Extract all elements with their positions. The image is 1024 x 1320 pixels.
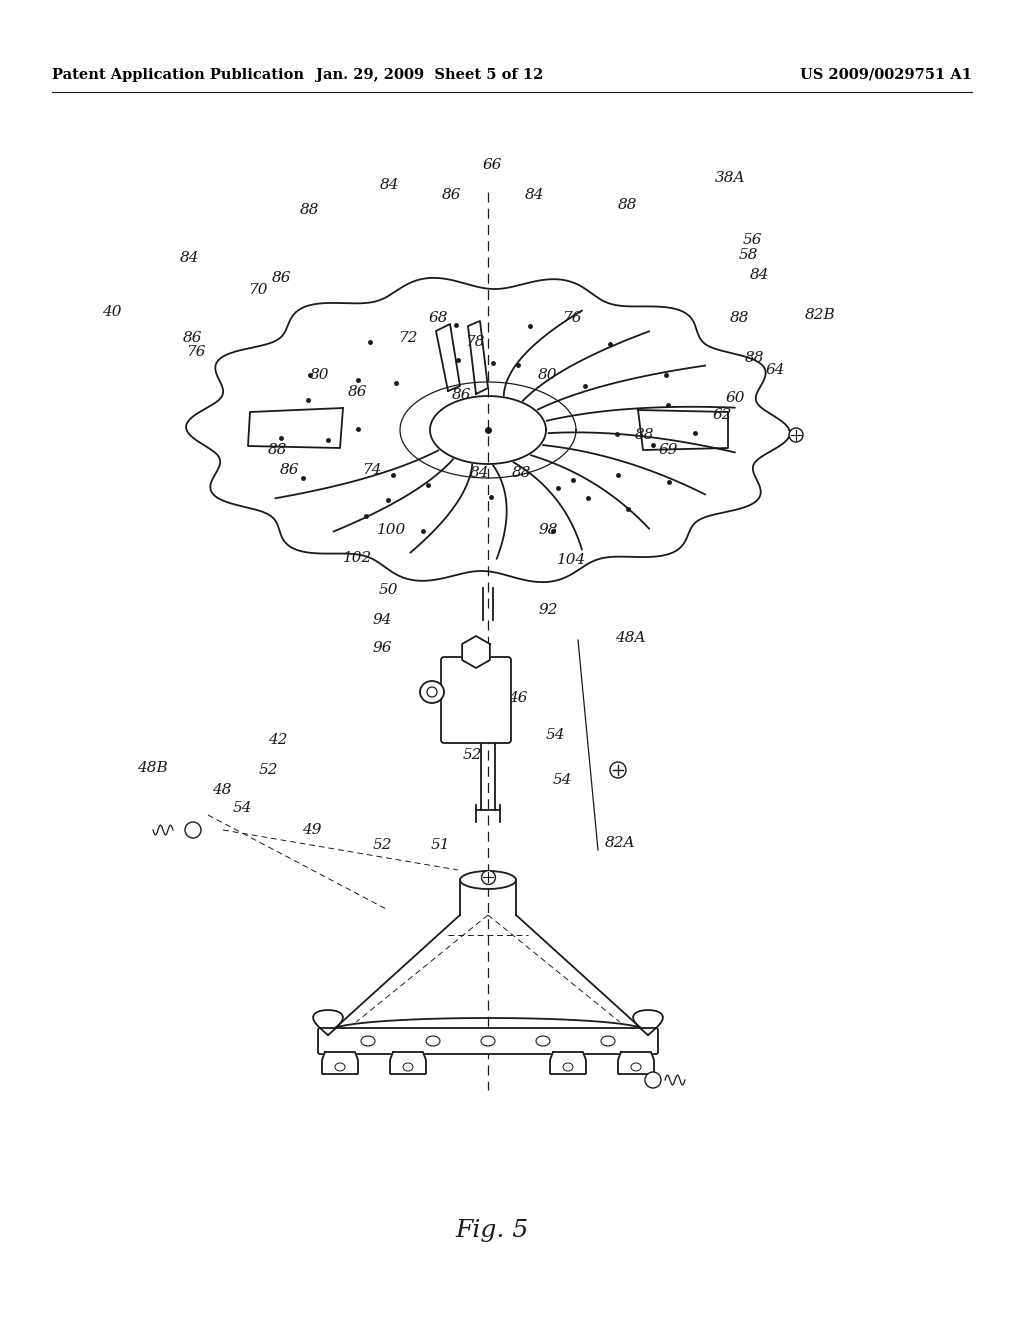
Text: 54: 54 — [552, 774, 571, 787]
Text: 84: 84 — [470, 466, 489, 480]
FancyBboxPatch shape — [318, 1028, 658, 1053]
Ellipse shape — [631, 1063, 641, 1071]
Text: 88: 88 — [635, 428, 654, 442]
Text: 76: 76 — [186, 345, 206, 359]
Text: 58: 58 — [738, 248, 758, 261]
Text: 49: 49 — [302, 822, 322, 837]
Text: 60: 60 — [725, 391, 744, 405]
Polygon shape — [390, 1052, 426, 1074]
Ellipse shape — [335, 1063, 345, 1071]
Text: 82B: 82B — [805, 308, 836, 322]
Ellipse shape — [420, 681, 444, 704]
Text: 88: 88 — [512, 466, 531, 480]
Text: 78: 78 — [465, 335, 484, 348]
Text: 48B: 48B — [136, 762, 167, 775]
Text: 86: 86 — [272, 271, 292, 285]
Ellipse shape — [185, 822, 201, 838]
Text: Patent Application Publication: Patent Application Publication — [52, 69, 304, 82]
Ellipse shape — [460, 871, 516, 888]
Text: 80: 80 — [539, 368, 558, 381]
Polygon shape — [618, 1052, 654, 1074]
Text: 76: 76 — [562, 312, 582, 325]
FancyBboxPatch shape — [441, 657, 511, 743]
Text: 98: 98 — [539, 523, 558, 537]
Text: 64: 64 — [765, 363, 784, 378]
Text: 54: 54 — [232, 801, 252, 814]
Polygon shape — [550, 1052, 586, 1074]
Text: 52: 52 — [462, 748, 481, 762]
Ellipse shape — [361, 1036, 375, 1045]
Text: 86: 86 — [281, 463, 300, 477]
Text: 68: 68 — [428, 312, 447, 325]
Text: 96: 96 — [373, 642, 392, 655]
Ellipse shape — [645, 1072, 662, 1088]
Ellipse shape — [601, 1036, 615, 1045]
Text: 84: 84 — [751, 268, 770, 282]
Text: 92: 92 — [539, 603, 558, 616]
Ellipse shape — [536, 1036, 550, 1045]
Text: 84: 84 — [525, 187, 545, 202]
Text: US 2009/0029751 A1: US 2009/0029751 A1 — [800, 69, 972, 82]
Text: 48A: 48A — [614, 631, 645, 645]
Text: Jan. 29, 2009  Sheet 5 of 12: Jan. 29, 2009 Sheet 5 of 12 — [316, 69, 544, 82]
Text: 88: 88 — [300, 203, 319, 216]
Text: 88: 88 — [745, 351, 765, 366]
Text: 84: 84 — [380, 178, 399, 191]
Text: 88: 88 — [618, 198, 638, 213]
Text: 84: 84 — [180, 251, 200, 265]
Text: 104: 104 — [557, 553, 587, 568]
Text: 82A: 82A — [605, 836, 635, 850]
Text: 88: 88 — [268, 444, 288, 457]
Ellipse shape — [403, 1063, 413, 1071]
Text: 74: 74 — [362, 463, 382, 477]
Text: 44: 44 — [459, 708, 478, 722]
Ellipse shape — [426, 1036, 440, 1045]
Text: 56: 56 — [742, 234, 762, 247]
Text: 88: 88 — [730, 312, 750, 325]
Ellipse shape — [427, 686, 437, 697]
Text: 86: 86 — [183, 331, 203, 345]
Text: 52: 52 — [373, 838, 392, 851]
Text: 72: 72 — [398, 331, 418, 345]
Text: 52: 52 — [258, 763, 278, 777]
Ellipse shape — [790, 428, 803, 442]
Text: 51: 51 — [430, 838, 450, 851]
Text: 69: 69 — [658, 444, 678, 457]
Text: 70: 70 — [248, 282, 267, 297]
Text: Fig. 5: Fig. 5 — [456, 1218, 528, 1242]
Ellipse shape — [481, 1036, 495, 1045]
Text: 54: 54 — [545, 729, 565, 742]
Text: 48: 48 — [212, 783, 231, 797]
Text: 46: 46 — [508, 690, 527, 705]
Text: 100: 100 — [378, 523, 407, 537]
Text: 50: 50 — [378, 583, 397, 597]
Text: 38A: 38A — [715, 172, 745, 185]
Text: 40: 40 — [102, 305, 122, 319]
Text: 80: 80 — [310, 368, 330, 381]
Ellipse shape — [563, 1063, 573, 1071]
Text: 86: 86 — [453, 388, 472, 403]
Text: 66: 66 — [482, 158, 502, 172]
Text: 62: 62 — [713, 408, 732, 422]
Text: 94: 94 — [373, 612, 392, 627]
Polygon shape — [322, 1052, 358, 1074]
Text: 42: 42 — [268, 733, 288, 747]
Text: 86: 86 — [442, 187, 462, 202]
Ellipse shape — [610, 762, 626, 777]
Text: 86: 86 — [348, 385, 368, 399]
Polygon shape — [462, 636, 489, 668]
Text: 102: 102 — [343, 550, 373, 565]
